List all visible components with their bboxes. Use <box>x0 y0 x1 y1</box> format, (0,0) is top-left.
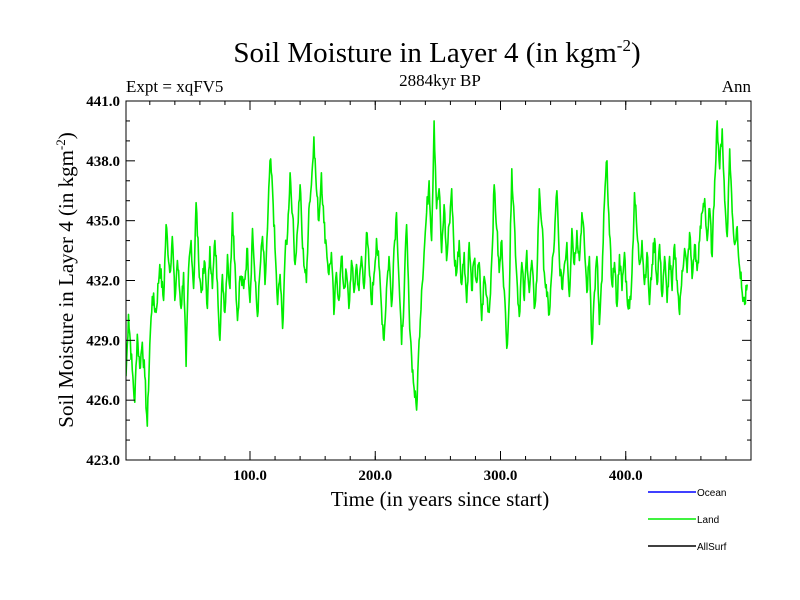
y-axis-label: Soil Moisture in Layer 4 (in kgm-2) <box>53 132 78 427</box>
legend-label-land: Land <box>697 515 719 526</box>
x-tick-label: 300.0 <box>484 468 518 484</box>
series-line-land <box>126 120 748 427</box>
subtitle-left: Expt = xqFV5 <box>126 77 223 96</box>
x-tick-label: 200.0 <box>358 468 392 484</box>
y-tick-label: 435.0 <box>86 214 120 230</box>
y-tick-label: 441.0 <box>86 94 120 110</box>
y-tick-label: 423.0 <box>86 453 120 469</box>
chart-title-sup: -2 <box>617 36 631 55</box>
chart-title-close: ) <box>631 37 641 69</box>
y-tick-label: 429.0 <box>86 333 120 349</box>
chart-title: Soil Moisture in Layer 4 (in kgm-2) <box>233 36 640 69</box>
subtitle-center: 2884kyr BP <box>399 71 481 90</box>
x-tick-label: 400.0 <box>609 468 643 484</box>
y-tick-label: 438.0 <box>86 154 120 170</box>
y-tick-label: 426.0 <box>86 393 120 409</box>
plot-area: 100.0 200.0 300.0 400.0 423.0 426.0 429.0 432.0… <box>86 94 752 484</box>
legend-label-allsurf: AllSurf <box>697 542 727 553</box>
legend: Ocean Land AllSurf <box>648 488 727 553</box>
subtitle-right: Ann <box>722 77 752 96</box>
y-axis-label-sup: -2 <box>53 139 68 150</box>
chart-title-main: Soil Moisture in Layer 4 (in kgm <box>233 37 617 69</box>
y-tick-label: 432.0 <box>86 274 120 290</box>
legend-label-ocean: Ocean <box>697 488 726 499</box>
x-axis-label: Time (in years since start) <box>331 487 550 511</box>
y-axis-label-main: Soil Moisture in Layer 4 (in kgm <box>54 150 78 428</box>
y-axis-label-close: ) <box>54 132 78 139</box>
x-tick-label: 100.0 <box>233 468 267 484</box>
